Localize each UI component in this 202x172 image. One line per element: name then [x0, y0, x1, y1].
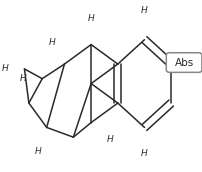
Text: H: H	[87, 14, 94, 23]
Text: H: H	[2, 64, 9, 73]
Text: H: H	[140, 6, 147, 15]
Text: H: H	[140, 149, 147, 158]
Text: H: H	[106, 135, 113, 144]
Text: H: H	[186, 60, 193, 69]
Text: H: H	[48, 38, 55, 47]
Text: H: H	[20, 74, 26, 83]
Text: H: H	[34, 147, 41, 156]
FancyBboxPatch shape	[165, 53, 201, 72]
Text: Abs: Abs	[174, 58, 193, 68]
